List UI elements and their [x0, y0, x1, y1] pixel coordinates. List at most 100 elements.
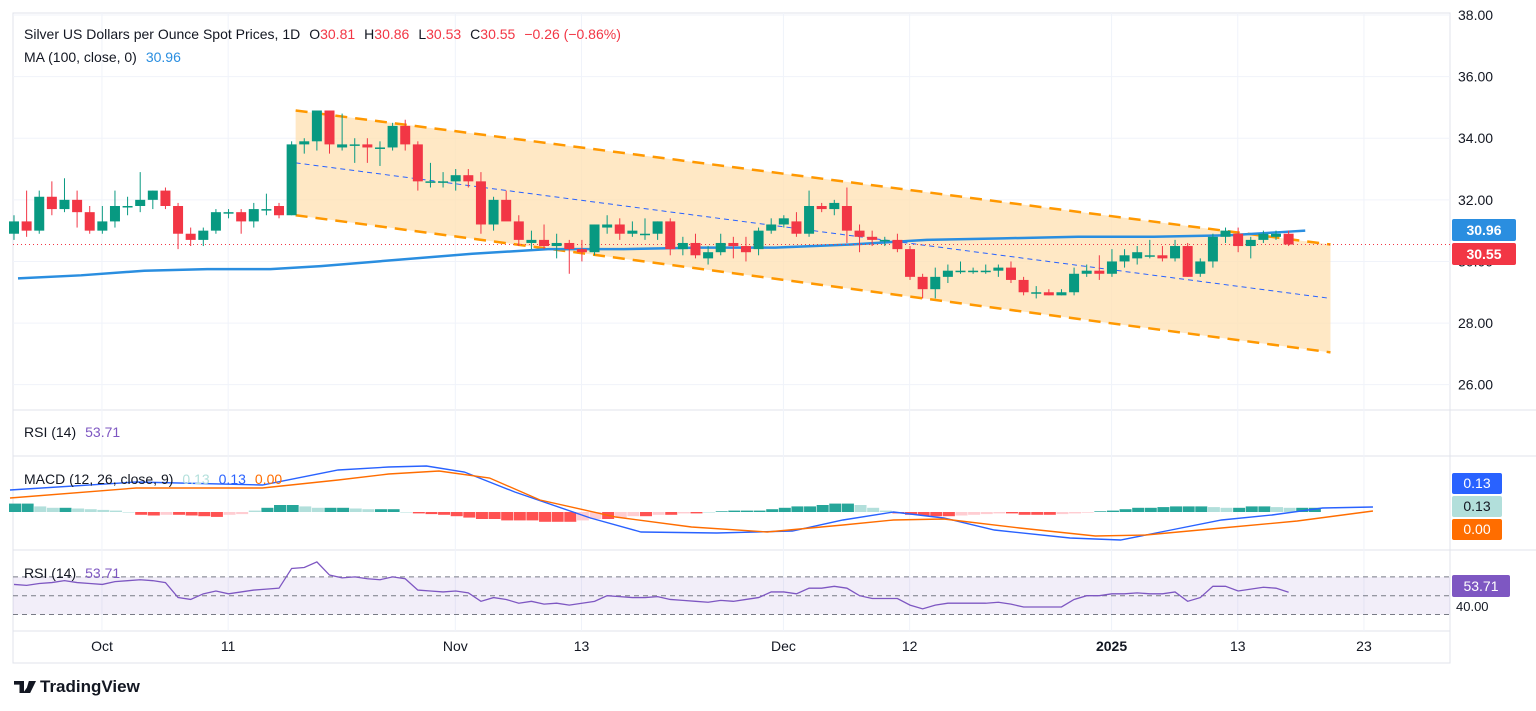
macd-histogram-bar	[475, 512, 488, 519]
macd-histogram-bar	[1043, 512, 1056, 515]
candle-body	[867, 236, 878, 240]
candle-body	[72, 199, 83, 213]
candle-body	[892, 239, 903, 250]
candle-body	[1056, 292, 1067, 296]
high-label: H	[364, 26, 374, 42]
macd-histogram-bar	[160, 512, 173, 515]
rsi-badge-text: 53.71	[1463, 578, 1498, 594]
macd-histogram-bar	[841, 503, 854, 512]
macd-histogram-bar	[791, 506, 804, 512]
macd-histogram-bar	[627, 512, 640, 517]
candle-body	[715, 242, 726, 253]
candle-body	[1144, 255, 1155, 257]
candle-body	[1081, 270, 1092, 274]
macd-histogram-bar	[463, 512, 476, 518]
macd-histogram-bar	[223, 512, 236, 515]
macd-histogram-bar	[286, 505, 299, 512]
macd-histogram-bar	[703, 512, 716, 513]
macd-histogram-bar	[135, 512, 148, 515]
price-tick-label: 28.00	[1458, 315, 1493, 331]
macd-histogram-bar	[122, 512, 135, 513]
candle-body	[703, 252, 714, 259]
candle-body	[210, 212, 221, 231]
candle-body	[1271, 233, 1281, 237]
candle-body	[173, 206, 184, 234]
candle-body	[804, 206, 815, 234]
time-tick-label: 2025	[1096, 638, 1127, 654]
candle-body	[513, 221, 524, 240]
candle-body	[955, 270, 966, 273]
macd-histogram-bar	[564, 512, 577, 522]
macd-histogram-bar	[829, 503, 842, 512]
macd-histogram-bar	[438, 512, 451, 515]
candle-body	[1132, 252, 1143, 259]
tradingview-brand[interactable]: TradingView	[14, 677, 140, 697]
candle-body	[564, 242, 575, 250]
macd-histogram-bar	[1144, 507, 1157, 512]
candle-body	[665, 221, 676, 250]
macd-histogram-bar	[1195, 506, 1208, 512]
macd-histogram-bar	[1258, 506, 1271, 512]
macd-histogram-bar	[1283, 507, 1296, 512]
candle-body	[576, 249, 587, 253]
macd-histogram-bar	[299, 506, 312, 512]
close-price-badge-text: 30.55	[1466, 246, 1501, 262]
macd-histogram-bar	[1170, 506, 1183, 512]
candle-body	[791, 221, 802, 234]
macd-histogram-bar	[539, 512, 552, 522]
candle-body	[1031, 292, 1042, 294]
candle-body	[46, 196, 57, 210]
candle-body	[942, 270, 953, 277]
time-tick-label: 11	[221, 638, 236, 654]
macd-histogram-bar	[816, 505, 829, 512]
candle-body	[135, 199, 146, 206]
price-tick-label: 34.00	[1458, 130, 1493, 146]
candle-body	[21, 221, 32, 231]
macd-histogram-bar	[236, 512, 249, 515]
candle-body	[854, 230, 865, 237]
macd-histogram-bar	[930, 512, 943, 517]
macd-legend: MACD (12, 26, close, 9) 0.13 0.13 0.00	[24, 471, 282, 487]
macd-legend-signal: 0.00	[255, 471, 282, 487]
candle-body	[1170, 246, 1181, 259]
macd-pane	[9, 465, 1374, 541]
macd-histogram-bar	[1207, 507, 1220, 512]
rsi-legend-top: RSI (14) 53.71	[24, 424, 120, 440]
macd-histogram-bar	[677, 512, 690, 514]
chart-title: Silver US Dollars per Ounce Spot Prices,…	[24, 26, 300, 42]
rsi-axis-label: 40.00	[1456, 599, 1489, 614]
candle-body	[185, 233, 196, 240]
macd-histogram-bar	[1031, 512, 1044, 515]
candle-body	[223, 212, 234, 214]
close-price-badge	[1452, 243, 1516, 265]
macd-histogram-bar	[526, 512, 539, 521]
macd-histogram-bar	[778, 507, 791, 512]
time-tick-label: 23	[1356, 638, 1372, 654]
candle-body	[993, 267, 1004, 271]
candle-body	[324, 110, 335, 145]
time-tick-label: Nov	[443, 638, 468, 654]
candle-body	[160, 190, 171, 206]
open-value: 30.81	[320, 26, 355, 42]
macd-histogram-bar	[412, 512, 425, 514]
macd-histogram-bar	[1233, 507, 1246, 512]
time-axis[interactable]: Oct 11 Nov 13 Dec 12 2025 13 23	[91, 638, 1372, 654]
macd-histogram-bar	[324, 507, 337, 512]
candle-body	[968, 270, 979, 273]
macd-histogram-bar	[1069, 512, 1082, 514]
macd-histogram-bar	[576, 512, 589, 521]
macd-histogram-bar	[665, 512, 678, 515]
candle-body	[551, 242, 562, 247]
candle-body	[261, 209, 272, 211]
macd-histogram-bar	[425, 512, 438, 515]
candle-body	[1195, 261, 1206, 274]
macd-histogram-bar	[109, 510, 122, 512]
macd-histogram-bar	[387, 509, 400, 512]
channel-upper-line	[295, 109, 1331, 246]
ma-legend: MA (100, close, 0) 30.96	[24, 49, 181, 65]
main-legend: Silver US Dollars per Ounce Spot Prices,…	[24, 26, 621, 42]
candle-body	[602, 224, 613, 228]
macd-histogram-bar	[1005, 512, 1018, 514]
